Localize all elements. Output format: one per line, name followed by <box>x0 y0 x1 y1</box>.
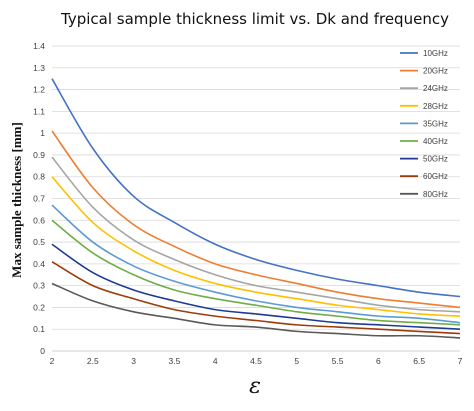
y-tick-label: 0 <box>40 346 45 356</box>
series-line-24ghz <box>51 156 461 313</box>
y-tick-label: 0.1 <box>33 324 45 334</box>
series-line-28ghz <box>51 176 461 317</box>
x-tick-label: 2 <box>50 356 55 366</box>
x-tick-label: 5.5 <box>332 356 344 366</box>
series-lines <box>51 78 461 339</box>
y-tick-label: 0.8 <box>33 172 45 182</box>
x-tick-label: 3.5 <box>168 356 180 366</box>
series-line-35ghz <box>51 204 461 324</box>
x-tick-label: 6 <box>376 356 381 366</box>
series-line-20ghz <box>51 130 461 309</box>
series-line-80ghz <box>51 282 461 339</box>
x-tick-label: 4 <box>213 356 218 366</box>
y-tick-label: 0.6 <box>33 215 45 225</box>
y-tick-label: 0.9 <box>33 150 45 160</box>
legend-label: 20GHz <box>423 67 448 76</box>
y-tick-label: 1.3 <box>33 63 45 73</box>
y-tick-label: 0.2 <box>33 302 45 312</box>
y-axis-label: Max sample thickness [mm] <box>9 122 24 278</box>
chart-title: Typical sample thickness limit vs. Dk an… <box>60 10 449 28</box>
legend: 10GHz 20GHz 24GHz 28GHz 35GHz 40GHz 50GHz 60GHz… <box>400 49 448 199</box>
x-tick-label: 5 <box>294 356 299 366</box>
y-tick-label: 0.7 <box>33 194 45 204</box>
x-tick-label: 7 <box>458 356 463 366</box>
x-axis-ticks: 2 2.5 3 3.5 4 4.5 5 5.5 6 6.5 7 <box>50 356 463 366</box>
legend-label: 50GHz <box>423 155 448 164</box>
legend-label: 28GHz <box>423 102 448 111</box>
y-tick-label: 1 <box>40 128 45 138</box>
legend-label: 24GHz <box>423 84 448 93</box>
legend-label: 35GHz <box>423 119 448 128</box>
x-tick-label: 6.5 <box>413 356 425 366</box>
x-tick-label: 4.5 <box>250 356 262 366</box>
x-tick-label: 2.5 <box>87 356 99 366</box>
y-tick-label: 0.3 <box>33 281 45 291</box>
y-tick-label: 0.5 <box>33 237 45 247</box>
y-tick-label: 0.4 <box>33 259 45 269</box>
x-tick-label: 3 <box>131 356 136 366</box>
series-line-60ghz <box>51 260 461 335</box>
y-tick-label: 1.1 <box>33 106 45 116</box>
x-axis-label: ε <box>249 374 261 399</box>
series-line-50ghz <box>51 243 461 331</box>
legend-label: 40GHz <box>423 137 448 146</box>
legend-label: 10GHz <box>423 49 448 58</box>
series-line-40ghz <box>51 219 461 326</box>
series-line-10ghz <box>51 78 461 298</box>
y-tick-label: 1.4 <box>33 41 45 51</box>
y-axis-ticks: 0 0.1 0.2 0.3 0.4 0.5 0.6 0.7 0.8 0.9 1 1.1 1.2 1.3 1.… <box>33 41 45 356</box>
legend-label: 60GHz <box>423 172 448 181</box>
y-tick-label: 1.2 <box>33 85 45 95</box>
legend-label: 80GHz <box>423 190 448 199</box>
